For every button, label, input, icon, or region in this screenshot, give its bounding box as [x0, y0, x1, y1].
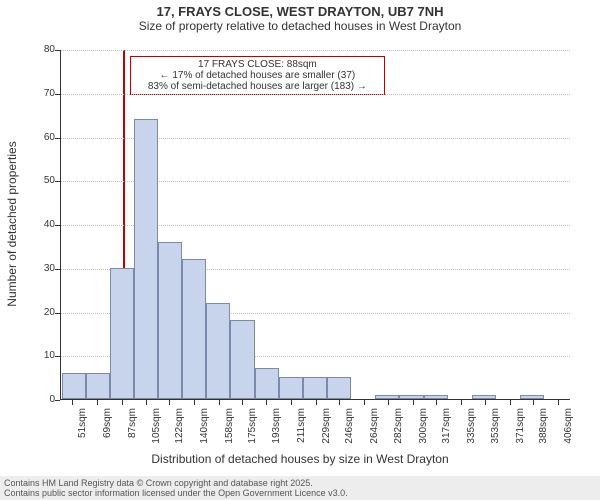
- xtick-mark: [266, 400, 267, 405]
- ytick-label: 0: [25, 394, 55, 405]
- chart-subtitle: Size of property relative to detached ho…: [0, 19, 600, 33]
- histogram-bar: [134, 119, 158, 399]
- xtick-mark: [339, 400, 340, 405]
- xtick-mark: [316, 400, 317, 405]
- ytick-label: 70: [25, 88, 55, 99]
- xtick-label: 158sqm: [224, 408, 235, 453]
- xtick-label: 300sqm: [418, 408, 429, 453]
- xtick-label: 317sqm: [441, 408, 452, 453]
- xtick-label: 371sqm: [515, 408, 526, 453]
- xtick-mark: [436, 400, 437, 405]
- ytick-mark: [55, 50, 60, 51]
- xtick-mark: [291, 400, 292, 405]
- ytick-label: 40: [25, 219, 55, 230]
- xtick-mark: [242, 400, 243, 405]
- xtick-label: 388sqm: [538, 408, 549, 453]
- xtick-mark: [558, 400, 559, 405]
- ytick-mark: [55, 181, 60, 182]
- ytick-label: 30: [25, 263, 55, 274]
- ytick-mark: [55, 225, 60, 226]
- annotation-line2: ← 17% of detached houses are smaller (37…: [135, 70, 380, 81]
- xtick-label: 140sqm: [199, 408, 210, 453]
- xtick-label: 229sqm: [321, 408, 332, 453]
- ytick-label: 20: [25, 307, 55, 318]
- ytick-mark: [55, 138, 60, 139]
- histogram-bar: [375, 395, 399, 399]
- histogram-bar: [520, 395, 544, 399]
- xtick-mark: [72, 400, 73, 405]
- xtick-mark: [364, 400, 365, 405]
- histogram-bar: [206, 303, 230, 399]
- xtick-label: 335sqm: [466, 408, 477, 453]
- histogram-bar: [110, 268, 134, 399]
- xtick-label: 69sqm: [102, 408, 113, 453]
- annotation-line3: 83% of semi-detached houses are larger (…: [135, 81, 380, 92]
- ytick-mark: [55, 94, 60, 95]
- ytick-label: 50: [25, 175, 55, 186]
- chart-plot-area: 17 FRAYS CLOSE: 88sqm ← 17% of detached …: [60, 50, 570, 400]
- histogram-bar: [255, 368, 279, 399]
- histogram-bar: [86, 373, 110, 399]
- footer: Contains HM Land Registry data © Crown c…: [0, 476, 600, 500]
- ytick-label: 80: [25, 44, 55, 55]
- xtick-mark: [461, 400, 462, 405]
- xtick-label: 211sqm: [296, 408, 307, 453]
- xtick-mark: [388, 400, 389, 405]
- ytick-label: 10: [25, 350, 55, 361]
- xtick-mark: [122, 400, 123, 405]
- gridline: [61, 94, 570, 95]
- xtick-label: 246sqm: [344, 408, 355, 453]
- ytick-mark: [55, 313, 60, 314]
- xtick-mark: [169, 400, 170, 405]
- ytick-label: 60: [25, 132, 55, 143]
- histogram-bar: [424, 395, 448, 399]
- xtick-label: 175sqm: [247, 408, 258, 453]
- xtick-label: 282sqm: [393, 408, 404, 453]
- histogram-bar: [303, 377, 327, 399]
- xtick-mark: [219, 400, 220, 405]
- histogram-bar: [230, 320, 254, 399]
- chart-container: 17, FRAYS CLOSE, WEST DRAYTON, UB7 7NH S…: [0, 0, 600, 500]
- annotation-line1: 17 FRAYS CLOSE: 88sqm: [135, 59, 380, 70]
- histogram-bar: [399, 395, 423, 399]
- xtick-label: 122sqm: [174, 408, 185, 453]
- xtick-mark: [510, 400, 511, 405]
- xtick-mark: [146, 400, 147, 405]
- annotation-box: 17 FRAYS CLOSE: 88sqm ← 17% of detached …: [130, 56, 385, 95]
- xtick-mark: [97, 400, 98, 405]
- xtick-label: 51sqm: [77, 408, 88, 453]
- xtick-label: 353sqm: [490, 408, 501, 453]
- histogram-bar: [327, 377, 351, 399]
- xtick-mark: [533, 400, 534, 405]
- y-axis-label: Number of detached properties: [5, 124, 19, 324]
- xtick-label: 193sqm: [271, 408, 282, 453]
- gridline: [61, 50, 570, 51]
- xtick-label: 406sqm: [563, 408, 574, 453]
- histogram-bar: [472, 395, 496, 399]
- chart-title: 17, FRAYS CLOSE, WEST DRAYTON, UB7 7NH: [0, 0, 600, 19]
- ytick-mark: [55, 400, 60, 401]
- footer-line1: Contains HM Land Registry data © Crown c…: [4, 478, 596, 488]
- footer-line2: Contains public sector information licen…: [4, 488, 596, 498]
- xtick-mark: [194, 400, 195, 405]
- xtick-label: 105sqm: [151, 408, 162, 453]
- histogram-bar: [279, 377, 303, 399]
- xtick-mark: [413, 400, 414, 405]
- histogram-bar: [62, 373, 86, 399]
- xtick-label: 264sqm: [369, 408, 380, 453]
- histogram-bar: [182, 259, 206, 399]
- histogram-bar: [158, 242, 182, 400]
- ytick-mark: [55, 356, 60, 357]
- xtick-label: 87sqm: [127, 408, 138, 453]
- x-axis-label: Distribution of detached houses by size …: [0, 452, 600, 466]
- xtick-mark: [485, 400, 486, 405]
- ytick-mark: [55, 269, 60, 270]
